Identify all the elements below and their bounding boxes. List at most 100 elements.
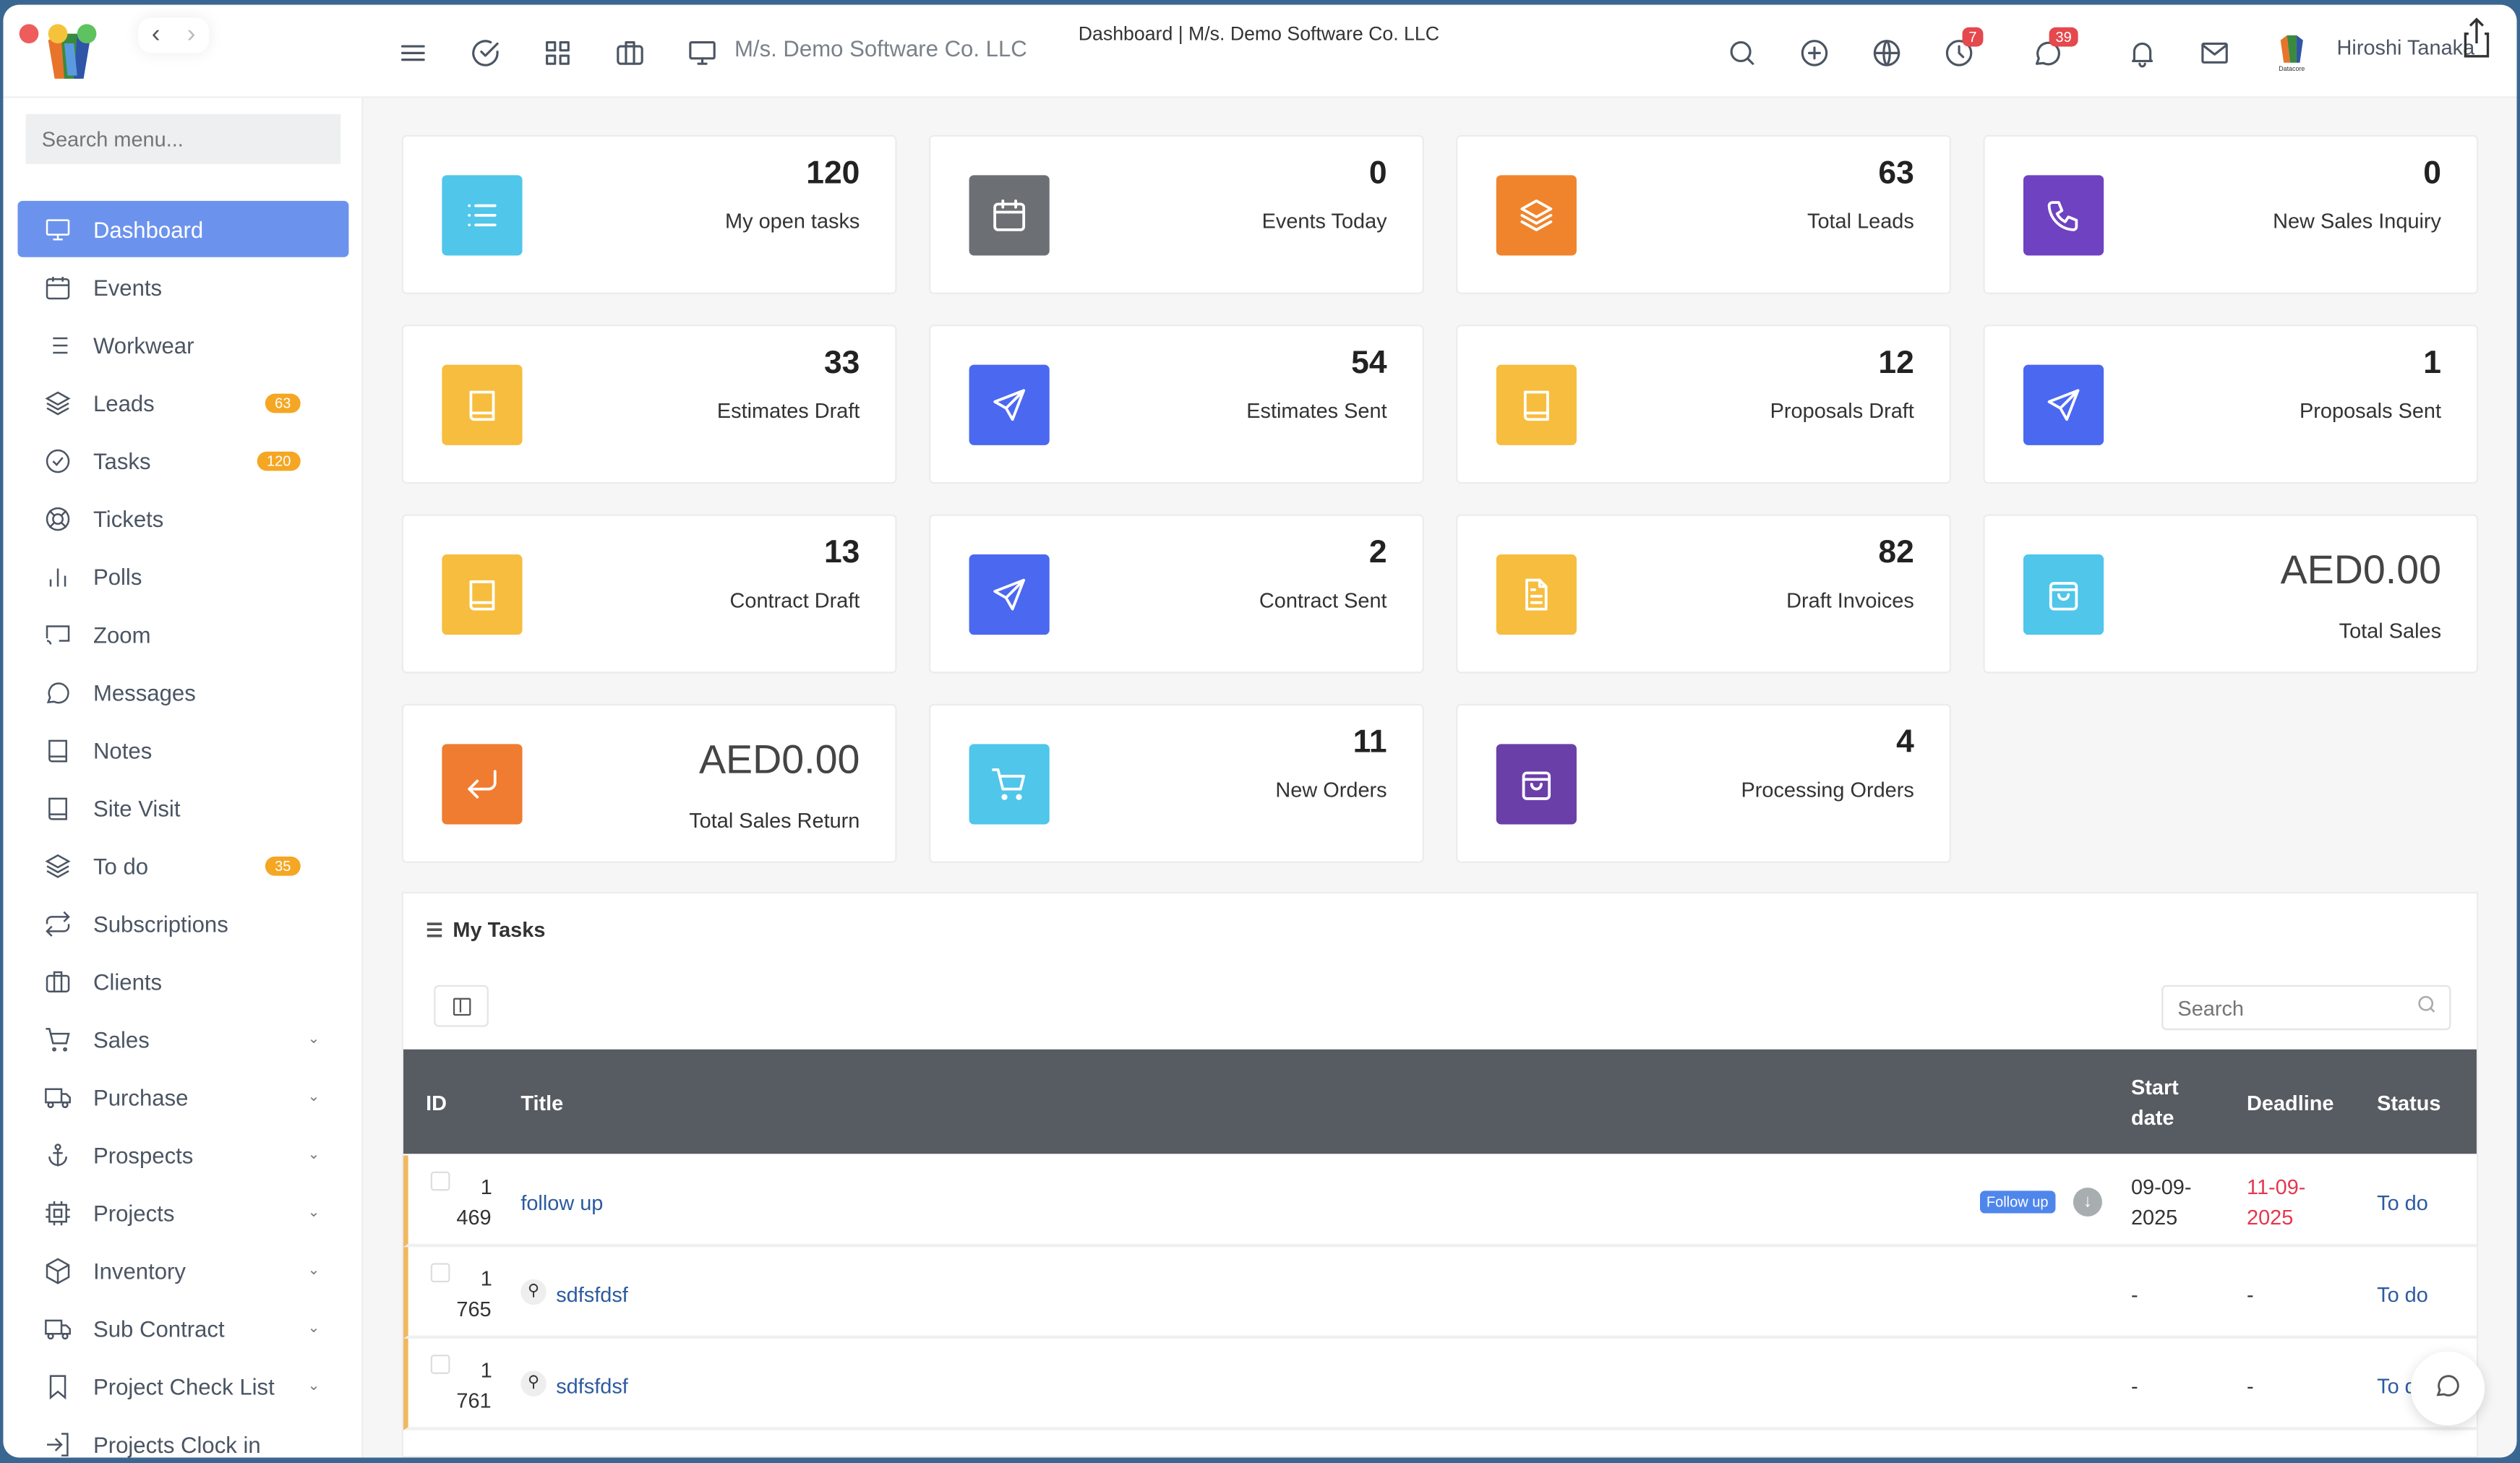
sidebar-item-leads[interactable]: Leads 63 bbox=[17, 374, 348, 431]
task-id-2: 765 bbox=[456, 1297, 492, 1321]
stat-card-total-leads[interactable]: 63 Total Leads bbox=[1456, 134, 1951, 294]
table-row: 1 469 follow up Follow up ↓ 09-09- 2025 1… bbox=[403, 1155, 2477, 1248]
subtask-icon: ⚲ bbox=[520, 1370, 547, 1396]
file-text-icon bbox=[1525, 578, 1548, 611]
task-title-link[interactable]: sdfsfdsf bbox=[556, 1282, 628, 1307]
briefcase-icon[interactable] bbox=[614, 37, 646, 69]
stat-card-estimates-draft[interactable]: 33 Estimates Draft bbox=[401, 325, 897, 484]
sidebar-item-zoom[interactable]: Zoom bbox=[17, 606, 348, 662]
stat-card-contract-draft[interactable]: 13 Contract Draft bbox=[401, 514, 897, 674]
sidebar-item-subscriptions[interactable]: Subscriptions bbox=[17, 895, 348, 951]
stat-label: Estimates Sent bbox=[1246, 398, 1387, 423]
sidebar-item-tasks[interactable]: Tasks 120 bbox=[17, 432, 348, 489]
sidebar-item-site-visit[interactable]: Site Visit bbox=[17, 779, 348, 836]
close-window-button[interactable] bbox=[19, 24, 39, 44]
mail-icon[interactable] bbox=[2198, 37, 2230, 69]
plus-circle-icon[interactable] bbox=[1799, 37, 1830, 69]
sidebar-item-projects[interactable]: Projects ⌄ bbox=[17, 1184, 348, 1240]
col-status[interactable]: Status bbox=[2377, 1091, 2441, 1115]
minimize-window-button[interactable] bbox=[48, 24, 68, 44]
col-deadline[interactable]: Deadline bbox=[2247, 1091, 2334, 1115]
stat-value: 33 bbox=[823, 345, 860, 381]
sidebar-item-projects-clock-in[interactable]: Projects Clock in bbox=[17, 1416, 348, 1458]
task-search-input[interactable] bbox=[2161, 984, 2451, 1031]
stat-card-contract-sent[interactable]: 2 Contract Sent bbox=[929, 514, 1424, 674]
count-badge: 35 bbox=[265, 855, 301, 875]
chat-widget-button[interactable] bbox=[2410, 1351, 2485, 1425]
sidebar-item-inventory[interactable]: Inventory ⌄ bbox=[17, 1243, 348, 1299]
task-title-link[interactable]: sdfsfdsf bbox=[556, 1373, 628, 1399]
check-circle-icon[interactable] bbox=[469, 37, 501, 69]
hamburger-menu-icon[interactable] bbox=[397, 37, 429, 69]
repeat-icon bbox=[46, 910, 70, 936]
back-icon[interactable]: ‹ bbox=[151, 20, 160, 48]
org-logo-text: Datacore bbox=[2279, 64, 2305, 73]
stat-card-total-sales[interactable]: AED0.00 Total Sales bbox=[1983, 514, 2479, 674]
sidebar-item-project-check-list[interactable]: Project Check List ⌄ bbox=[17, 1358, 348, 1415]
sidebar-item-label: Projects Clock in bbox=[93, 1430, 261, 1457]
sidebar-item-messages[interactable]: Messages bbox=[17, 664, 348, 720]
maximize-window-button[interactable] bbox=[77, 24, 97, 44]
sidebar-item-dashboard[interactable]: Dashboard bbox=[17, 200, 349, 257]
stat-card-proposals-draft[interactable]: 12 Proposals Draft bbox=[1456, 325, 1951, 484]
col-start-date[interactable]: Start bbox=[2130, 1075, 2179, 1099]
org-avatar[interactable] bbox=[2274, 30, 2310, 66]
stat-card-my-open-tasks[interactable]: 120 My open tasks bbox=[401, 134, 897, 294]
stat-card-events-today[interactable]: 0 Events Today bbox=[929, 134, 1424, 294]
sidebar-item-to-do[interactable]: To do 35 bbox=[17, 837, 348, 893]
clock-icon[interactable] bbox=[1943, 37, 1975, 69]
search-icon[interactable] bbox=[1726, 37, 1758, 69]
sidebar-item-polls[interactable]: Polls bbox=[17, 548, 348, 604]
sidebar-item-purchase[interactable]: Purchase ⌄ bbox=[17, 1068, 348, 1125]
stat-value: AED0.00 bbox=[698, 737, 860, 783]
stat-card-draft-invoices[interactable]: 82 Draft Invoices bbox=[1456, 514, 1951, 674]
stat-value: 0 bbox=[2423, 155, 2442, 192]
stat-card-estimates-sent[interactable]: 54 Estimates Sent bbox=[929, 325, 1424, 484]
stat-value: 13 bbox=[823, 535, 860, 571]
sidebar-item-events[interactable]: Events bbox=[17, 259, 348, 315]
status-link[interactable]: To do bbox=[2377, 1282, 2428, 1307]
stat-card-new-sales-inquiry[interactable]: 0 New Sales Inquiry bbox=[1983, 134, 2479, 294]
user-name[interactable]: Hiroshi Tanaka bbox=[2336, 35, 2475, 60]
status-link[interactable]: To do bbox=[2377, 1190, 2428, 1215]
share-icon[interactable] bbox=[2456, 14, 2498, 63]
row-checkbox[interactable] bbox=[430, 1171, 450, 1191]
sidebar-item-notes[interactable]: Notes bbox=[17, 721, 348, 778]
row-checkbox[interactable] bbox=[430, 1263, 450, 1283]
panel-title: My Tasks bbox=[453, 917, 546, 942]
grid-icon[interactable] bbox=[541, 37, 573, 69]
deadline: 11-09- bbox=[2247, 1175, 2306, 1199]
globe-icon[interactable] bbox=[1871, 37, 1903, 69]
stat-card-processing-orders[interactable]: 4 Processing Orders bbox=[1456, 703, 1951, 863]
col-id[interactable]: ID bbox=[426, 1091, 447, 1115]
stat-label: New Sales Inquiry bbox=[2273, 209, 2442, 233]
monitor-icon[interactable] bbox=[686, 37, 718, 69]
list-icon bbox=[48, 336, 68, 353]
stat-card-new-orders[interactable]: 11 New Orders bbox=[929, 703, 1424, 863]
sidebar-item-clients[interactable]: Clients bbox=[17, 953, 348, 1009]
task-title-link[interactable]: follow up bbox=[520, 1190, 604, 1215]
company-name[interactable]: M/s. Demo Software Co. LLC bbox=[734, 35, 1027, 61]
sidebar-item-label: Purchase bbox=[93, 1084, 189, 1110]
row-checkbox[interactable] bbox=[430, 1355, 450, 1374]
start-date: - bbox=[2130, 1373, 2138, 1399]
app-logo[interactable] bbox=[35, 21, 103, 82]
stat-card-total-sales-return[interactable]: AED0.00 Total Sales Return bbox=[401, 703, 897, 863]
sidebar-item-label: Tasks bbox=[93, 447, 151, 473]
sidebar-item-prospects[interactable]: Prospects ⌄ bbox=[17, 1126, 348, 1183]
col-title[interactable]: Title bbox=[520, 1091, 564, 1115]
stat-label: Estimates Draft bbox=[716, 398, 860, 423]
sidebar-item-sub-contract[interactable]: Sub Contract ⌄ bbox=[17, 1300, 348, 1357]
sidebar-item-tickets[interactable]: Tickets bbox=[17, 490, 348, 546]
my-tasks-panel: ☰ My Tasks ID Title Start date Deadline … bbox=[401, 891, 2479, 1458]
sidebar-item-sales[interactable]: Sales ⌄ bbox=[17, 1011, 348, 1067]
sidebar-item-workwear[interactable]: Workwear bbox=[17, 317, 348, 373]
search-menu-input[interactable] bbox=[25, 113, 341, 164]
arrow-down-icon[interactable]: ↓ bbox=[2073, 1187, 2102, 1217]
bar-chart-icon bbox=[49, 567, 67, 586]
bell-icon[interactable] bbox=[2126, 37, 2158, 69]
forward-icon[interactable]: › bbox=[187, 20, 196, 48]
stat-card-proposals-sent[interactable]: 1 Proposals Sent bbox=[1983, 325, 2479, 484]
column-toggle-button[interactable] bbox=[434, 984, 489, 1027]
stat-label: Draft Invoices bbox=[1786, 588, 1914, 613]
